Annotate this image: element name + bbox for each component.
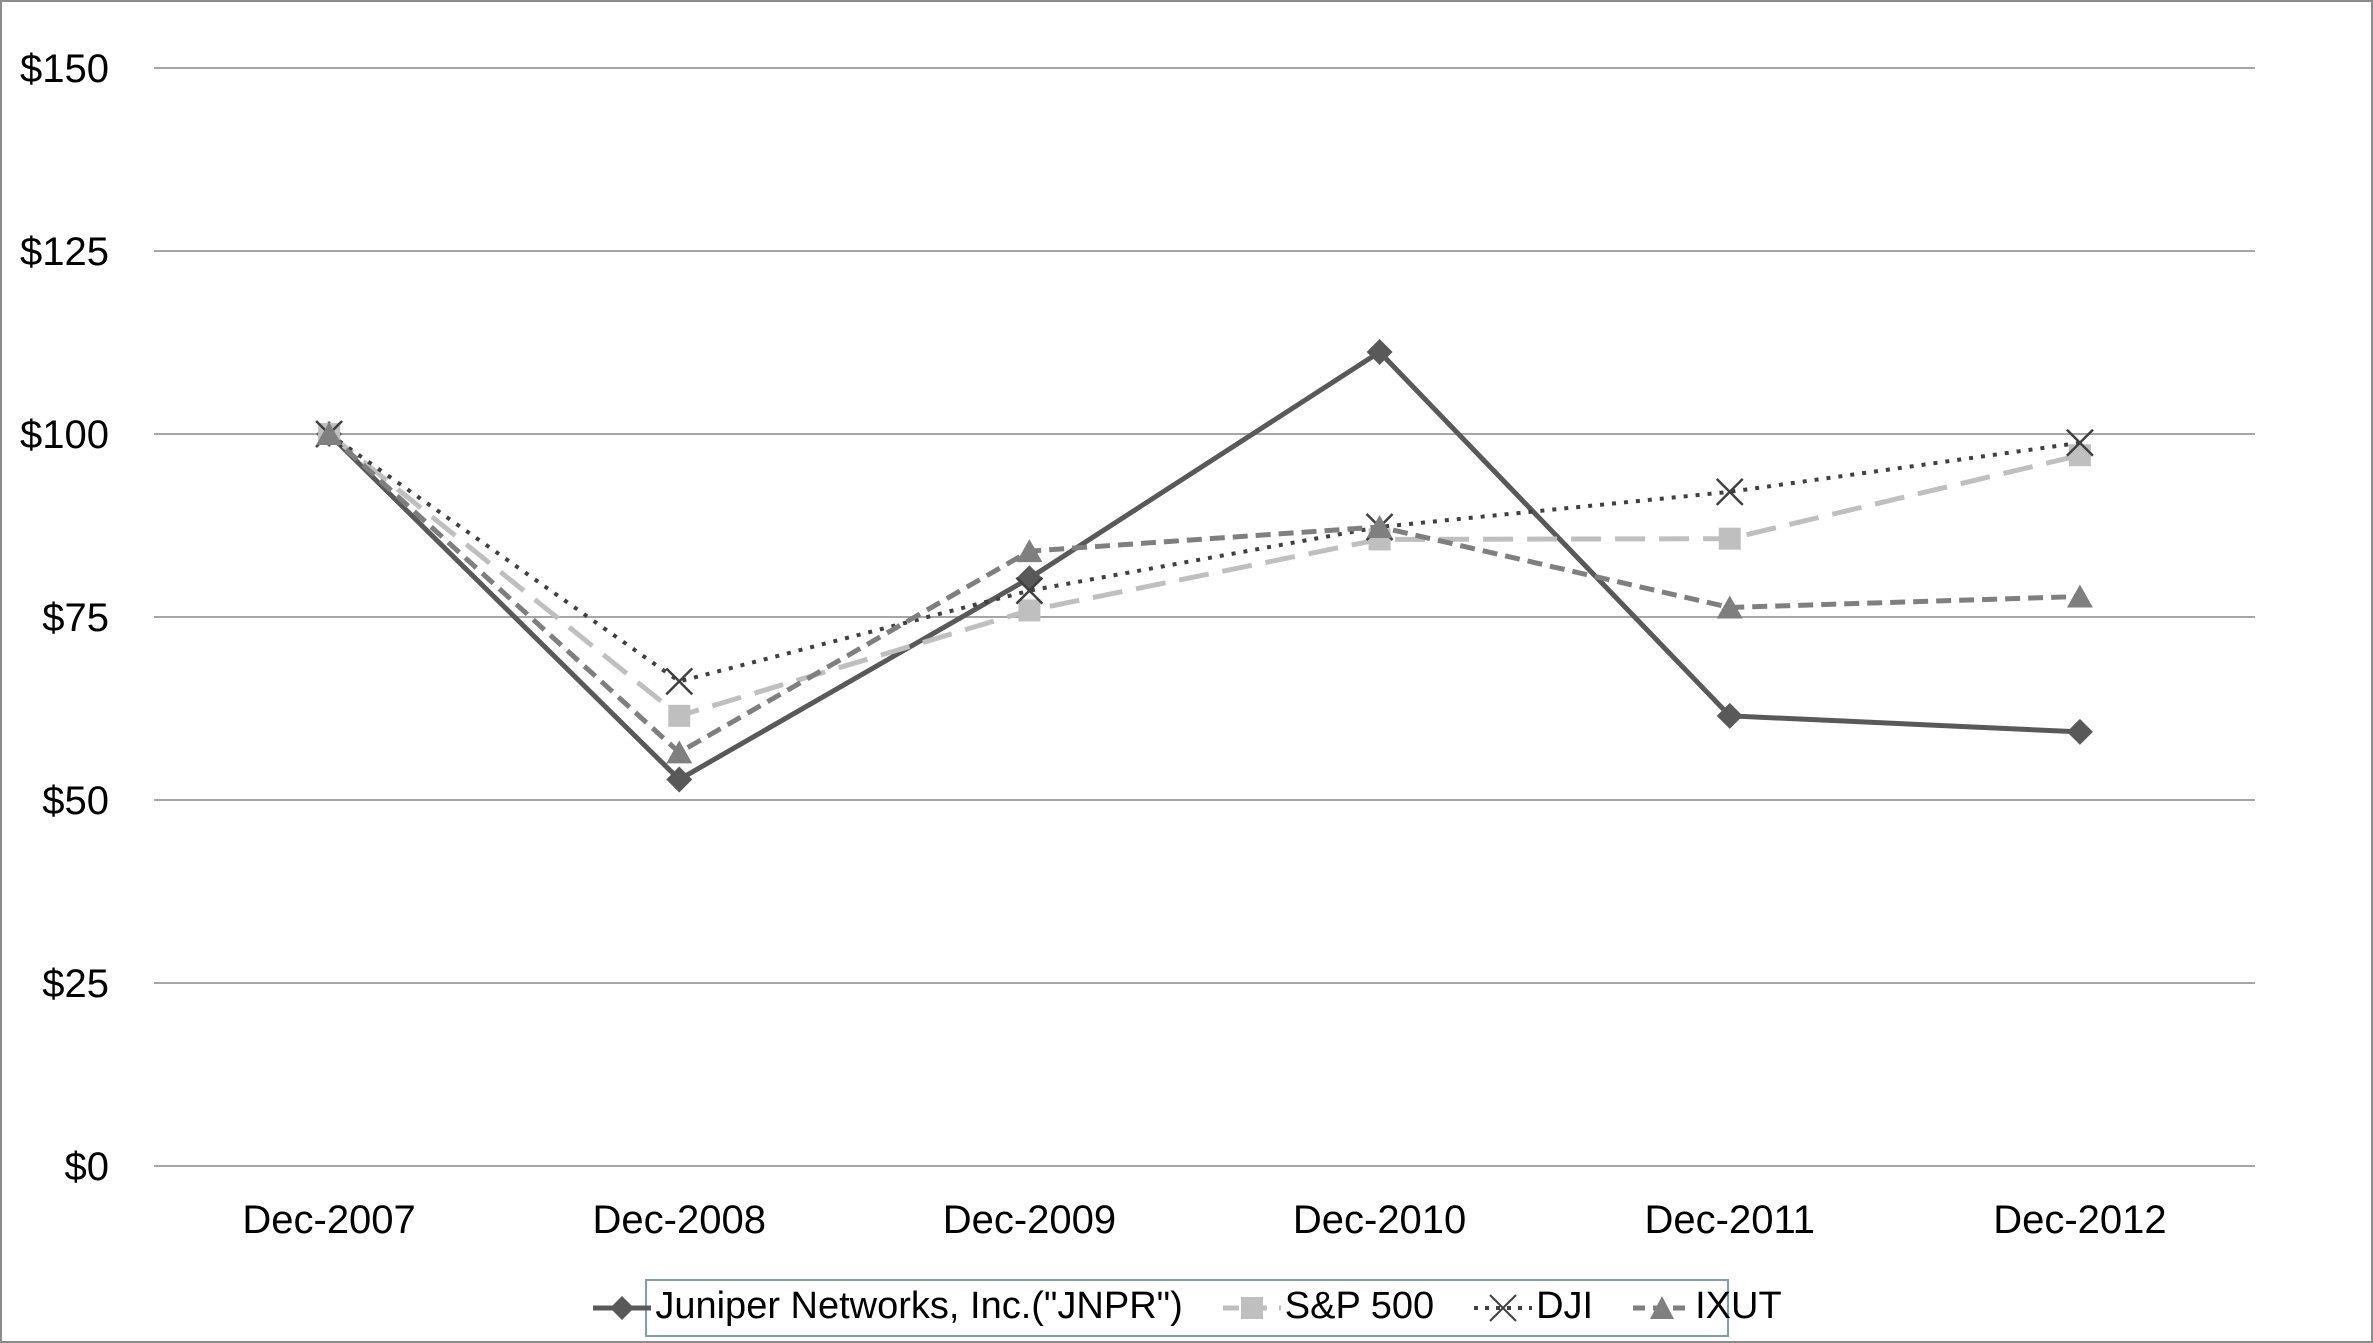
- x-tick-label: Dec-2010: [1293, 1198, 1466, 1242]
- y-tick-label: $150: [20, 47, 109, 91]
- x-tick-label: Dec-2011: [1645, 1198, 1815, 1242]
- series-line-diamond: [327, 348, 2081, 783]
- legend-item-sp500: S&P 500: [1221, 1287, 1434, 1329]
- x-tick-label: Dec-2007: [242, 1198, 415, 1242]
- square-marker-icon: [668, 704, 691, 727]
- y-tick-label: $25: [42, 962, 109, 1006]
- legend-label-sp500: S&P 500: [1284, 1285, 1435, 1327]
- x-marker-icon: [1015, 576, 1044, 605]
- diamond-marker-icon: [1716, 702, 1743, 729]
- diamond-marker-icon: [1366, 339, 1393, 366]
- x-marker-icon: [1715, 477, 1744, 506]
- chart-legend: Juniper Networks, Inc.("JNPR") S&P 500 D…: [593, 1279, 1782, 1337]
- square-marker-icon: [1222, 1297, 1281, 1319]
- legend-item-jnpr: Juniper Networks, Inc.("JNPR"): [591, 1285, 1183, 1329]
- legend-label-dji: DJI: [1536, 1285, 1594, 1327]
- x-tick-label: Dec-2012: [1993, 1198, 2166, 1242]
- legend-item-dji: DJI: [1472, 1287, 1593, 1329]
- x-tick-label: Dec-2009: [943, 1198, 1116, 1242]
- y-tick-label: $100: [20, 413, 109, 457]
- y-tick-label: $50: [42, 779, 109, 823]
- x-tick-label: Dec-2008: [593, 1198, 766, 1242]
- triangle-marker-icon: [2066, 584, 2093, 608]
- series-line-square: [327, 432, 2081, 719]
- square-marker-icon: [1018, 599, 1041, 622]
- y-tick-label: $125: [20, 230, 109, 274]
- triangle-marker-icon: [1366, 514, 1393, 538]
- legend-label-jnpr: Juniper Networks, Inc.("JNPR"): [655, 1285, 1183, 1327]
- diamond-marker-icon: [593, 1296, 652, 1320]
- y-tick-label: $75: [42, 596, 109, 640]
- x-marker-icon: [2066, 428, 2094, 457]
- legend-label-ixut: IXUT: [1695, 1285, 1782, 1327]
- triangle-marker-icon: [666, 740, 693, 764]
- square-marker-icon: [2068, 444, 2091, 467]
- x-marker-icon: [1474, 1294, 1533, 1322]
- diamond-marker-icon: [2066, 718, 2093, 745]
- triangle-marker-icon: [1716, 595, 1743, 619]
- triangle-marker-icon: [1016, 539, 1043, 563]
- triangle-marker-icon: [316, 422, 343, 445]
- legend-item-ixut: IXUT: [1631, 1287, 1782, 1329]
- series-line-triangle: [327, 432, 2080, 756]
- square-marker-icon: [1718, 527, 1741, 550]
- x-marker-icon: [665, 667, 694, 696]
- diamond-marker-icon: [666, 766, 693, 793]
- triangle-marker-icon: [1633, 1296, 1692, 1319]
- diamond-marker-icon: [1016, 565, 1043, 592]
- y-tick-label: $0: [65, 1145, 110, 1189]
